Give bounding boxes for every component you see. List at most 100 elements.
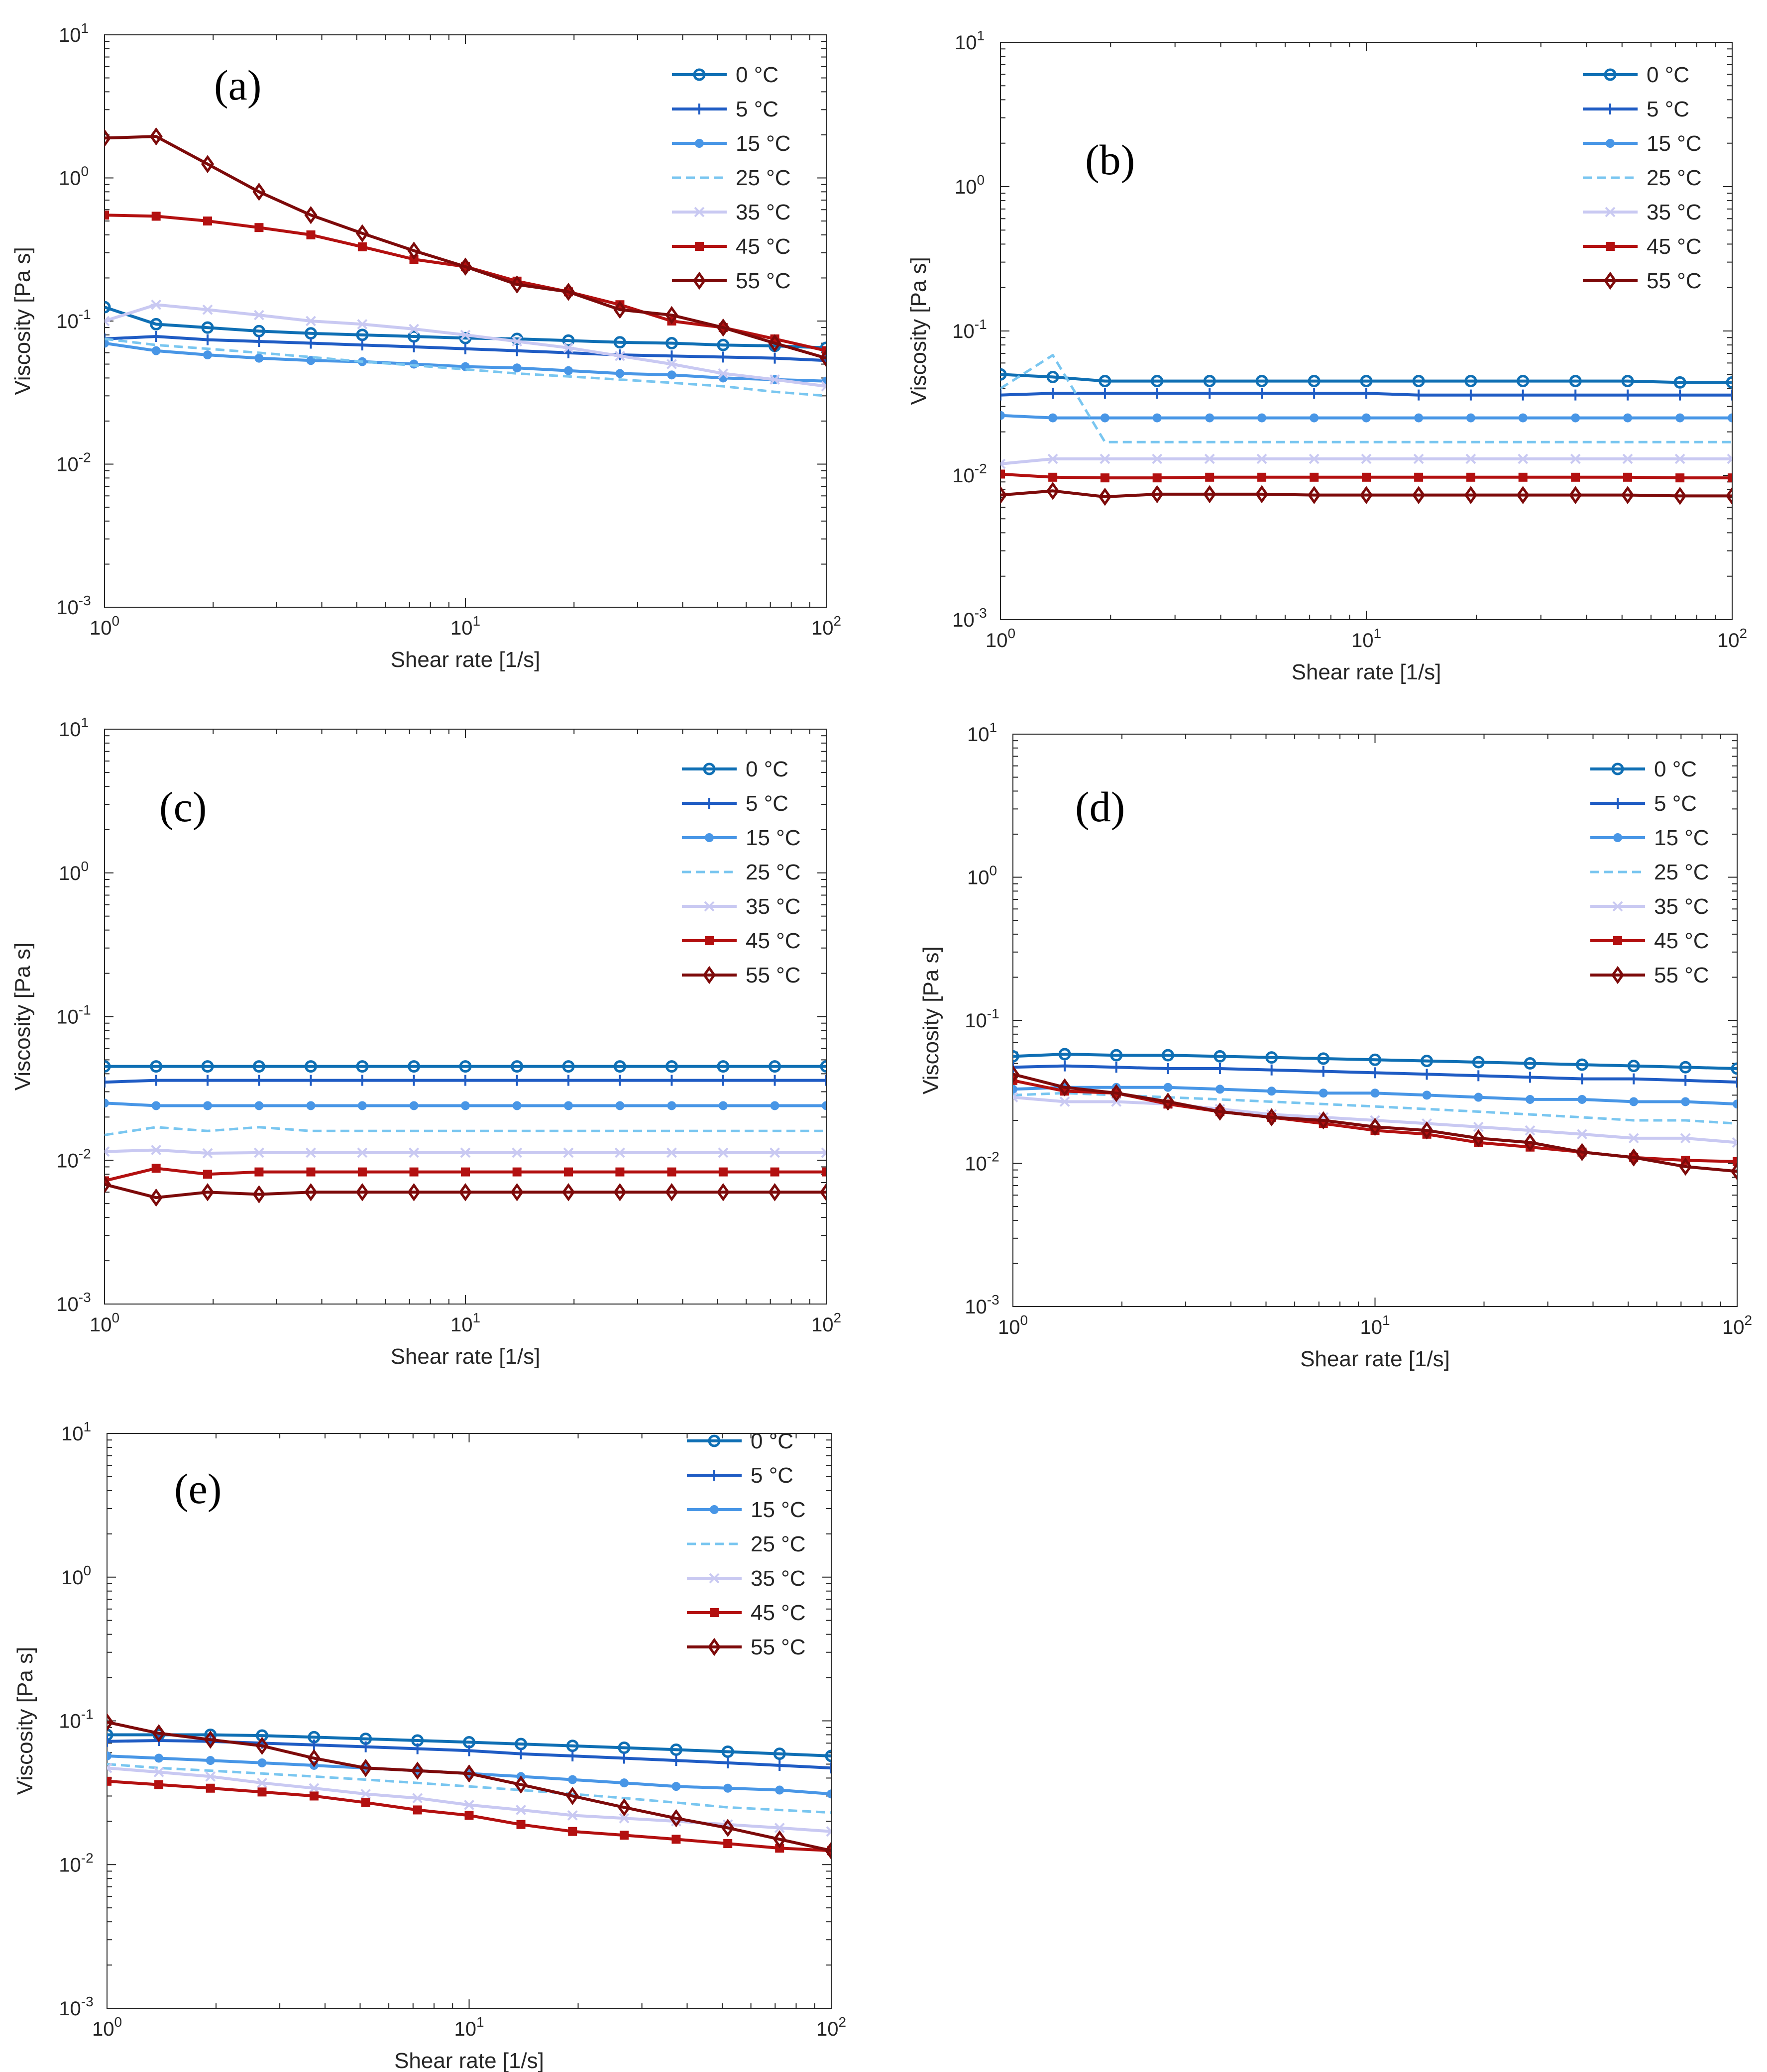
data-point [1359, 486, 1373, 504]
axes-box [104, 34, 827, 608]
data-point [1310, 472, 1319, 482]
data-point [1000, 368, 1007, 381]
data-point [1256, 388, 1268, 399]
x-axis-label: Shear rate [1/s] [391, 648, 541, 672]
x-tick-label: 101 [454, 2014, 484, 2040]
data-point [1204, 388, 1215, 399]
legend-item: 45 °C [682, 929, 801, 953]
data-point [512, 363, 522, 373]
legend-item: 45 °C [672, 234, 791, 259]
data-point [717, 1060, 730, 1073]
data-point [613, 336, 626, 349]
data-point [1360, 375, 1373, 388]
data-point [254, 223, 264, 232]
legend-label: 25 °C [746, 860, 801, 884]
data-point [150, 331, 162, 342]
legend-marker [1606, 139, 1615, 148]
data-point [412, 1743, 423, 1754]
data-point [1623, 472, 1633, 482]
data-point [511, 336, 523, 347]
y-tick-label: 101 [955, 28, 985, 54]
data-point [307, 1749, 321, 1767]
panel-label: (d) [1075, 783, 1125, 831]
data-point [617, 1798, 631, 1817]
y-tick-label: 10-1 [952, 317, 987, 342]
data-point [567, 1810, 578, 1821]
legend-marker [1612, 798, 1623, 809]
data-point [1421, 1069, 1433, 1080]
legend-label: 25 °C [1654, 860, 1709, 884]
data-point [666, 1075, 677, 1086]
series-line [1013, 1073, 1737, 1173]
data-point [1000, 411, 1005, 420]
axes-box [104, 729, 827, 1305]
legend-item: 0 °C [1583, 63, 1689, 87]
data-point [768, 1183, 781, 1201]
plot-area [105, 1060, 826, 1207]
data-point [105, 1175, 111, 1194]
data-point [1473, 1070, 1484, 1082]
data-point [1727, 453, 1732, 464]
data-point [515, 1805, 527, 1815]
data-point [615, 1101, 625, 1110]
data-point [254, 1167, 264, 1177]
data-point [769, 374, 780, 385]
y-tick-label: 100 [59, 164, 89, 190]
data-point [1674, 453, 1686, 464]
legend-marker [1606, 242, 1615, 251]
data-point [1099, 388, 1110, 399]
data-point [1267, 1087, 1276, 1096]
data-point [1570, 453, 1581, 464]
data-point [202, 304, 214, 315]
series-25c [107, 1762, 831, 1814]
data-point [825, 1749, 831, 1762]
data-point [665, 306, 678, 325]
legend-marker [707, 1637, 721, 1656]
data-point [1265, 1108, 1278, 1127]
data-point [1675, 473, 1685, 483]
data-point [255, 1737, 269, 1755]
y-tick-label: 101 [61, 1419, 91, 1445]
data-point [1109, 1084, 1123, 1102]
legend-item: 5 °C [1590, 791, 1697, 816]
data-point [562, 1060, 575, 1073]
data-point [1524, 1072, 1536, 1083]
data-point [1473, 1121, 1484, 1132]
legend-label: 15 °C [736, 131, 791, 156]
y-tick-label: 10-1 [56, 1002, 91, 1028]
data-point [105, 316, 110, 327]
legend-item: 55 °C [682, 963, 801, 987]
y-axis-label: Viscosity [Pa s] [906, 257, 931, 405]
data-point [308, 1783, 320, 1794]
data-point [1733, 1099, 1737, 1109]
data-point [615, 369, 625, 378]
data-point [666, 350, 677, 362]
legend-item: 25 °C [682, 860, 801, 884]
panel-label: (c) [159, 783, 207, 831]
data-point [821, 1147, 826, 1158]
data-point [822, 346, 826, 355]
legend-item: 15 °C [1590, 826, 1709, 850]
data-point [1205, 413, 1215, 423]
data-point [773, 1830, 786, 1849]
legend-label: 5 °C [746, 791, 788, 816]
data-point [511, 1060, 524, 1073]
data-point [770, 1101, 779, 1110]
data-point [1414, 413, 1424, 423]
x-axis-label: Shear rate [1/s] [1292, 660, 1441, 684]
plot-area [1013, 1048, 1737, 1181]
data-point [564, 1101, 573, 1110]
legend-item: 45 °C [687, 1601, 806, 1625]
data-point [510, 1183, 524, 1201]
y-tick-label: 10-3 [59, 1994, 93, 2020]
data-point [1465, 453, 1476, 464]
data-point [202, 1075, 214, 1086]
data-point [563, 1147, 574, 1158]
data-point [1058, 1078, 1072, 1097]
series-line [105, 1183, 826, 1200]
legend-label: 0 °C [746, 757, 788, 781]
data-point [1309, 453, 1320, 464]
data-point [202, 334, 214, 345]
data-point [1163, 1083, 1173, 1092]
data-point [107, 1713, 114, 1732]
